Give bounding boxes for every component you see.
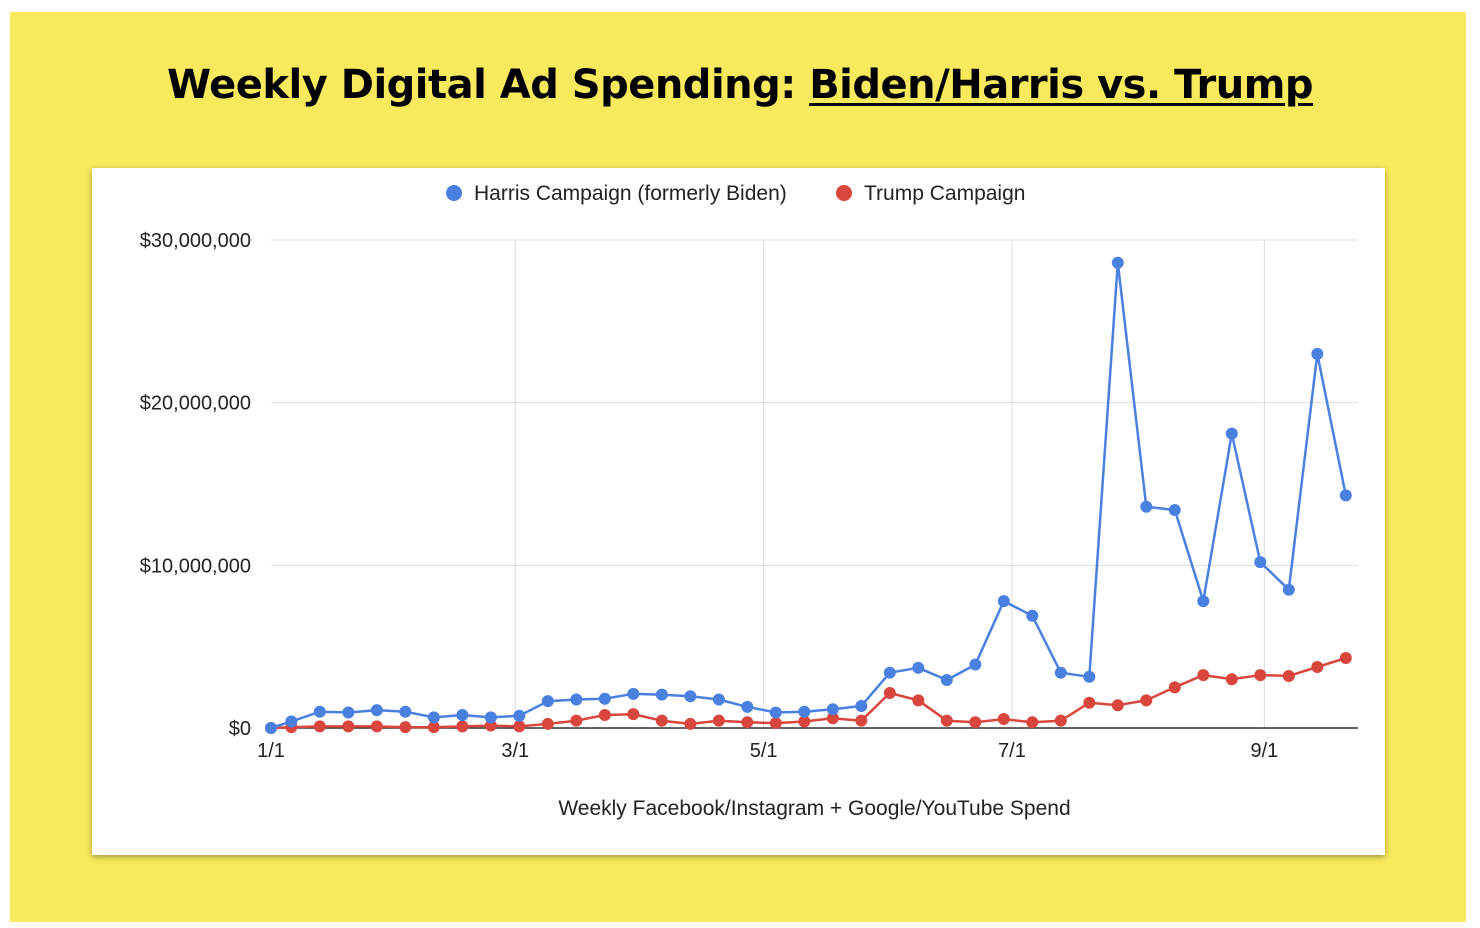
data-point: [712, 714, 725, 727]
data-point: [855, 700, 868, 713]
data-point: [456, 708, 469, 721]
x-axis-title: Weekly Facebook/Instagram + Google/YouTu…: [558, 797, 1070, 820]
data-point: [741, 716, 754, 729]
data-point: [798, 715, 811, 728]
data-point: [1111, 699, 1124, 712]
data-point: [798, 705, 811, 718]
data-point: [513, 720, 526, 733]
data-point: [1311, 347, 1324, 360]
data-point: [1111, 256, 1124, 269]
data-point: [627, 687, 640, 700]
y-tick-label: $10,000,000: [140, 555, 251, 577]
data-point: [1083, 696, 1096, 709]
title-prefix: Weekly Digital Ad Spending:: [166, 62, 810, 108]
x-tick-label: 7/1: [998, 740, 1026, 762]
data-point: [969, 658, 982, 671]
data-point: [570, 693, 583, 706]
data-point: [627, 708, 640, 721]
title-emphasis: Biden/Harris vs. Trump: [809, 62, 1314, 108]
data-point: [1197, 669, 1210, 682]
data-point: [370, 720, 383, 733]
data-point: [1026, 716, 1039, 729]
y-tick-label: $0: [229, 718, 251, 740]
data-point: [1254, 669, 1267, 682]
chart-card: $0 $10,000,000 $20,000,000 $30,000,000 1/1 3/…: [92, 168, 1385, 855]
data-point: [570, 714, 583, 727]
data-point: [1140, 500, 1153, 513]
data-point: [598, 692, 611, 705]
data-point: [883, 666, 896, 679]
x-tick-label: 5/1: [750, 740, 778, 762]
data-point: [541, 717, 554, 730]
data-point: [769, 706, 782, 719]
y-tick-label: $30,000,000: [140, 230, 251, 252]
line-chart: $0 $10,000,000 $20,000,000 $30,000,000 1/1 3/…: [140, 182, 1358, 820]
data-point: [1140, 694, 1153, 707]
data-point: [712, 693, 725, 706]
data-point: [456, 720, 469, 733]
data-point: [427, 721, 440, 734]
data-point: [285, 715, 298, 728]
data-point: [655, 714, 668, 727]
data-point: [1168, 681, 1181, 694]
data-point: [484, 711, 497, 724]
data-point: [342, 720, 355, 733]
data-point: [1282, 583, 1295, 596]
series-harris: [265, 256, 1352, 734]
x-tick-label: 3/1: [501, 740, 529, 762]
data-point: [513, 709, 526, 722]
data-point: [912, 661, 925, 674]
data-point: [655, 688, 668, 701]
series-line: [270, 261, 1348, 730]
data-point: [1083, 670, 1096, 683]
legend-label: Harris Campaign (formerly Biden): [474, 182, 787, 205]
data-point: [427, 711, 440, 724]
data-point: [684, 690, 697, 703]
data-point: [541, 695, 554, 708]
data-point: [1311, 661, 1324, 673]
data-point: [1282, 669, 1295, 682]
y-tick-label: $20,000,000: [140, 393, 251, 415]
data-point: [883, 687, 896, 700]
data-point: [399, 721, 412, 734]
data-point: [1225, 673, 1238, 686]
data-point: [1054, 666, 1067, 679]
data-point: [969, 716, 982, 729]
data-point: [598, 708, 611, 721]
legend-marker: [836, 185, 852, 201]
data-point: [855, 714, 868, 727]
data-point: [997, 713, 1010, 726]
data-point: [826, 703, 839, 716]
data-point: [769, 717, 782, 730]
data-point: [265, 722, 277, 734]
data-point: [997, 595, 1010, 608]
data-point: [1225, 427, 1238, 440]
legend-marker: [446, 185, 462, 201]
page-title: Weekly Digital Ad Spending: Biden/Harris…: [0, 62, 1480, 108]
data-point: [1254, 556, 1267, 569]
data-point: [1054, 714, 1067, 727]
data-point: [313, 720, 326, 733]
data-point: [313, 705, 326, 718]
data-point: [826, 712, 839, 725]
x-tick-label: 9/1: [1250, 740, 1278, 762]
data-point: [1168, 504, 1181, 517]
data-point: [1339, 489, 1352, 502]
data-point: [741, 700, 754, 713]
data-point: [684, 717, 697, 730]
data-point: [370, 704, 383, 717]
data-point: [1026, 609, 1039, 622]
data-point: [940, 674, 953, 687]
series-trump: [265, 652, 1352, 734]
data-point: [1197, 595, 1210, 608]
data-point: [342, 706, 355, 719]
data-point: [399, 705, 412, 718]
legend-label: Trump Campaign: [864, 182, 1025, 205]
data-point: [1339, 652, 1352, 665]
data-point: [940, 714, 953, 727]
data-point: [912, 694, 925, 707]
legend: Harris Campaign (formerly Biden) Trump Ca…: [446, 182, 1025, 205]
x-tick-label: 1/1: [257, 740, 285, 762]
